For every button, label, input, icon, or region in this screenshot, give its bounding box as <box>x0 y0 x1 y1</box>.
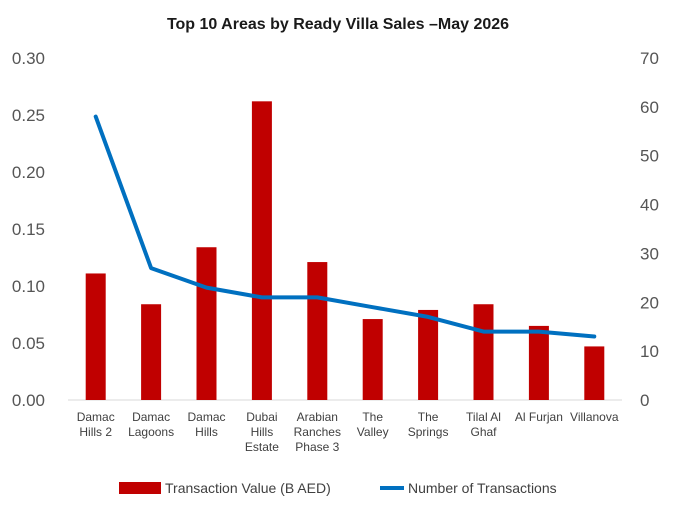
left-axis-ticks: 0.00 0.05 0.10 0.15 0.20 0.25 0.30 <box>12 49 45 410</box>
bar <box>196 247 217 400</box>
category-label: Tilal Al Ghaf <box>466 410 501 439</box>
bar <box>473 304 494 400</box>
right-tick-label: 50 <box>640 147 659 166</box>
category-label: Al Furjan <box>515 410 563 424</box>
left-tick-label: 0.30 <box>12 49 45 68</box>
bar <box>251 101 272 400</box>
bar <box>584 346 605 400</box>
legend: Transaction Value (B AED) Number of Tran… <box>119 480 557 496</box>
category-label: The Springs <box>408 410 449 439</box>
line-series <box>93 114 597 339</box>
right-tick-label: 0 <box>640 391 649 410</box>
category-labels: Damac Hills 2 Damac Lagoons Damac Hills Dubai H… <box>77 410 619 454</box>
left-tick-label: 0.20 <box>12 163 45 182</box>
right-tick-label: 30 <box>640 244 659 263</box>
left-tick-label: 0.05 <box>12 334 45 353</box>
left-tick-label: 0.15 <box>12 220 45 239</box>
left-tick-label: 0.00 <box>12 391 45 410</box>
right-axis-ticks: 0 10 20 30 40 50 60 70 <box>640 49 659 410</box>
legend-label-line: Number of Transactions <box>408 480 557 496</box>
right-tick-label: 10 <box>640 342 659 361</box>
right-tick-label: 70 <box>640 49 659 68</box>
right-tick-label: 60 <box>640 98 659 117</box>
bar-series <box>85 101 605 400</box>
right-tick-label: 20 <box>640 293 659 312</box>
category-label: Villanova <box>570 410 619 424</box>
category-label: The Valley <box>357 410 389 439</box>
left-tick-label: 0.25 <box>12 106 45 125</box>
category-label: Arabian Ranches Phase 3 <box>294 410 341 454</box>
category-label: Damac Hills <box>187 410 225 439</box>
bar <box>528 325 549 400</box>
transactions-line <box>93 114 597 339</box>
bar <box>85 273 106 400</box>
bar <box>418 309 439 400</box>
bar <box>307 262 328 400</box>
legend-label-bar: Transaction Value (B AED) <box>165 480 331 496</box>
category-label: Damac Lagoons <box>128 410 174 439</box>
chart-title: Top 10 Areas by Ready Villa Sales –May 2… <box>167 16 509 33</box>
left-tick-label: 0.10 <box>12 277 45 296</box>
bar <box>362 319 383 400</box>
right-tick-label: 40 <box>640 196 659 215</box>
category-label: Dubai Hills Estate <box>245 410 279 454</box>
bar <box>141 304 162 400</box>
category-label: Damac Hills 2 <box>77 410 115 439</box>
legend-swatch-bar <box>119 482 161 494</box>
